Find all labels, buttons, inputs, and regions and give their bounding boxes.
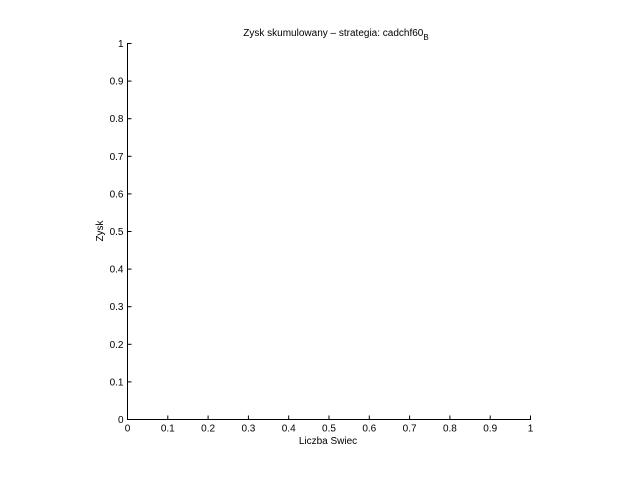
y-tick-label: 0.7: [110, 152, 124, 163]
chart-title-subscript: B: [423, 33, 428, 42]
x-tick-label: 0.8: [443, 424, 457, 435]
y-tick-label: 0: [118, 415, 124, 426]
x-tick-label: 0.5: [322, 424, 336, 435]
chart-title: Zysk skumulowany – strategia: cadchf60B: [243, 28, 428, 42]
y-tick-label: 0.4: [110, 265, 124, 276]
x-tick-label: 0: [125, 424, 131, 435]
y-tick-label: 0.5: [110, 227, 124, 238]
y-ticks: 0 0.1 0.2 0.3 0.4 0.5 0.6 0.7 0.8 0.9 1: [110, 39, 132, 426]
x-axis-label: Liczba Swiec: [299, 436, 357, 447]
y-tick-label: 0.9: [110, 77, 124, 88]
x-tick-label: 0.2: [201, 424, 215, 435]
y-tick-label: 0.8: [110, 114, 124, 125]
x-tick-label: 1: [528, 424, 534, 435]
x-tick-label: 0.7: [403, 424, 417, 435]
y-tick-label: 0.1: [110, 377, 124, 388]
x-tick-label: 0.1: [161, 424, 175, 435]
x-tick-label: 0.3: [241, 424, 255, 435]
x-tick-label: 0.6: [362, 424, 376, 435]
x-ticks: 0 0.1 0.2 0.3 0.4 0.5 0.6 0.7 0.8 0.9 1: [125, 415, 534, 435]
x-tick-label: 0.4: [282, 424, 296, 435]
x-tick-label: 0.9: [483, 424, 497, 435]
chart-title-main: Zysk skumulowany – strategia: cadchf60: [243, 28, 424, 39]
y-tick-label: 0.2: [110, 340, 124, 351]
y-tick-label: 1: [118, 39, 124, 50]
y-axis-label: Zysk: [95, 219, 106, 241]
y-tick-label: 0.3: [110, 302, 124, 313]
y-tick-label: 0.6: [110, 189, 124, 200]
